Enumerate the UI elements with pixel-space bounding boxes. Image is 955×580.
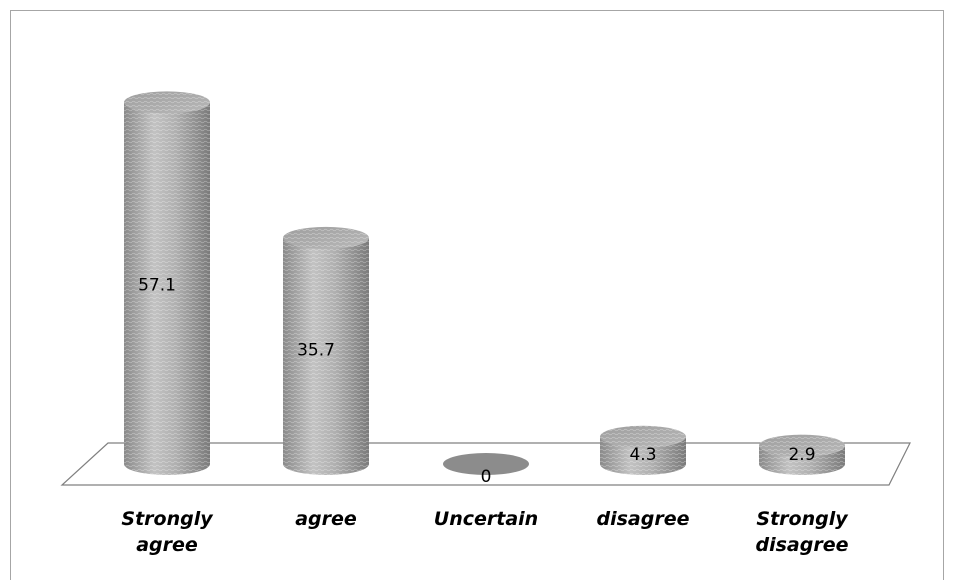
category-label-line: disagree xyxy=(596,508,690,530)
bar-4: 2.9 xyxy=(759,434,845,475)
bar-top-2 xyxy=(443,453,529,475)
bar-1: 35.7 xyxy=(283,226,369,475)
bar-2: 0 xyxy=(443,453,529,487)
category-label-0: Strongly agree xyxy=(92,506,242,558)
data-label-0: 57.1 xyxy=(138,275,176,295)
bar-3: 4.3 xyxy=(600,425,686,475)
category-label-1: agree xyxy=(251,506,401,532)
category-label-line: agree xyxy=(136,534,198,556)
category-label-line: Strongly xyxy=(756,508,848,530)
category-label-2: Uncertain xyxy=(411,506,561,532)
data-label-1: 35.7 xyxy=(297,340,335,360)
bar-top-texture-4 xyxy=(759,434,845,457)
bar-texture-0 xyxy=(124,102,210,475)
category-label-line: Uncertain xyxy=(433,508,539,530)
category-label-line: agree xyxy=(295,508,357,530)
data-label-4: 2.9 xyxy=(788,445,815,465)
bar-texture-1 xyxy=(283,237,369,475)
category-label-3: disagree xyxy=(568,506,718,532)
category-label-line: Strongly xyxy=(121,508,213,530)
bar-top-texture-1 xyxy=(283,226,369,249)
bar-texture-3 xyxy=(600,436,686,475)
data-label-3: 4.3 xyxy=(629,445,656,465)
bar-top-texture-3 xyxy=(600,425,686,448)
category-label-line: disagree xyxy=(755,534,849,556)
bars-layer: 57.1 35.7 0 4.3 2.9 xyxy=(124,91,845,487)
category-label-4: Strongly disagree xyxy=(727,506,877,558)
bar-0: 57.1 xyxy=(124,91,210,475)
bar-top-texture-0 xyxy=(124,91,210,114)
data-label-2: 0 xyxy=(481,467,492,487)
